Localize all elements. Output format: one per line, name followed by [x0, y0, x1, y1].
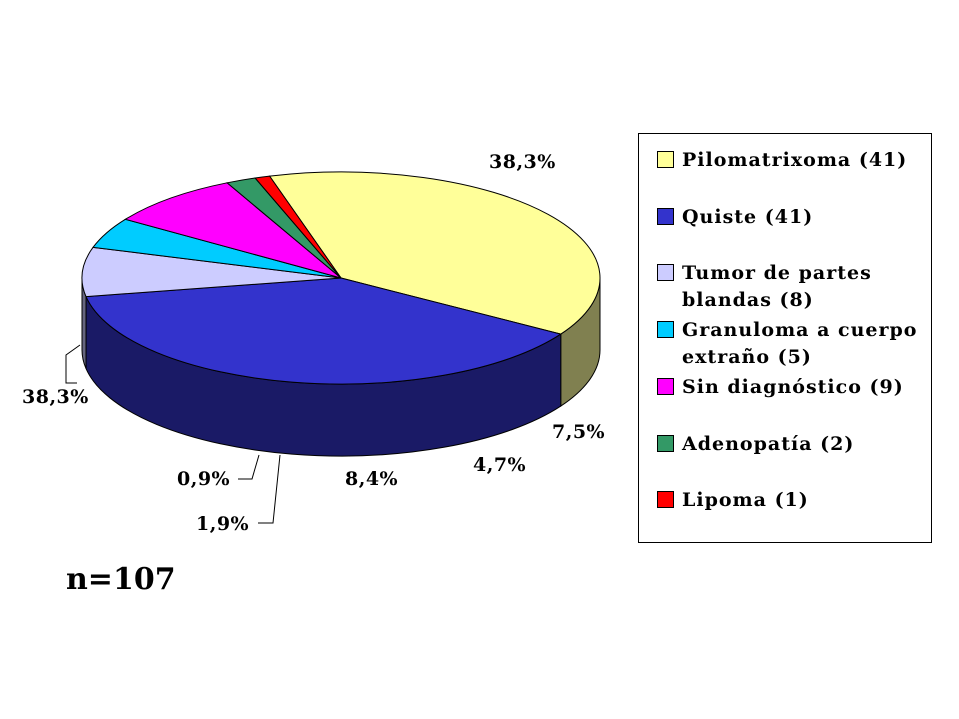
- legend-item-pilomatrixoma: Pilomatrixoma (41): [657, 147, 927, 174]
- legend-item-sin-diagnostico: Sin diagnóstico (9): [657, 374, 927, 401]
- leader-lines: [65, 344, 281, 524]
- legend-item-adenopatia: Adenopatía (2): [657, 431, 927, 458]
- leader-line-lipoma: [238, 454, 260, 480]
- legend-swatch: [657, 208, 674, 225]
- legend-swatch: [657, 378, 674, 395]
- leader-line-adenopatia: [258, 454, 281, 524]
- pie-slice-quiste: [85, 277, 563, 385]
- leader-line-pilomatrixoma: [65, 344, 81, 384]
- percent-label-tumor-de-partes-blandas: 7,5%: [552, 421, 605, 443]
- legend-label: Tumor de partes blandas (8): [682, 262, 872, 311]
- percent-label-adenopatia: 1,9%: [196, 513, 249, 535]
- legend-label: Pilomatrixoma (41): [682, 149, 908, 171]
- legend-label: Lipoma (1): [682, 489, 809, 511]
- legend: Pilomatrixoma (41) Quiste (41) Tumor de pa…: [638, 133, 932, 543]
- sample-size-label: n=107: [66, 562, 176, 597]
- percent-label-quiste: 38,3%: [489, 151, 556, 173]
- legend-label: Quiste (41): [682, 206, 814, 228]
- legend-item-tumor-de-partes-blandas: Tumor de partes blandas (8): [657, 260, 927, 314]
- legend-label: Sin diagnóstico (9): [682, 376, 904, 398]
- percent-labels: 38,3% 38,3% 7,5% 4,7% 8,4% 1,9% 0,9%: [22, 151, 605, 535]
- pie-slice-sin-diagnostico: [124, 182, 342, 279]
- legend-item-quiste: Quiste (41): [657, 204, 927, 231]
- pie-slice-tumor-de-partes-blandas: [81, 246, 342, 298]
- pie-slice-lipoma: [254, 175, 342, 279]
- legend-label: Adenopatía (2): [682, 433, 855, 455]
- percent-label-sin-diagnostico: 8,4%: [345, 468, 398, 490]
- pie-slice-pilomatrixoma: [268, 171, 601, 335]
- legend-label: Granuloma a cuerpo extraño (5): [682, 319, 918, 368]
- legend-item-granuloma-a-cuerpo-extrano: Granuloma a cuerpo extraño (5): [657, 317, 927, 371]
- legend-swatch: [657, 491, 674, 508]
- pie-tops: [81, 171, 601, 385]
- legend-swatch: [657, 264, 674, 281]
- legend-swatch: [657, 321, 674, 338]
- percent-label-granuloma-a-cuerpo-extrano: 4,7%: [473, 454, 526, 476]
- legend-swatch: [657, 435, 674, 452]
- percent-label-pilomatrixoma: 38,3%: [22, 386, 89, 408]
- legend-item-lipoma: Lipoma (1): [657, 487, 927, 514]
- percent-label-lipoma: 0,9%: [177, 468, 230, 490]
- legend-swatch: [657, 151, 674, 168]
